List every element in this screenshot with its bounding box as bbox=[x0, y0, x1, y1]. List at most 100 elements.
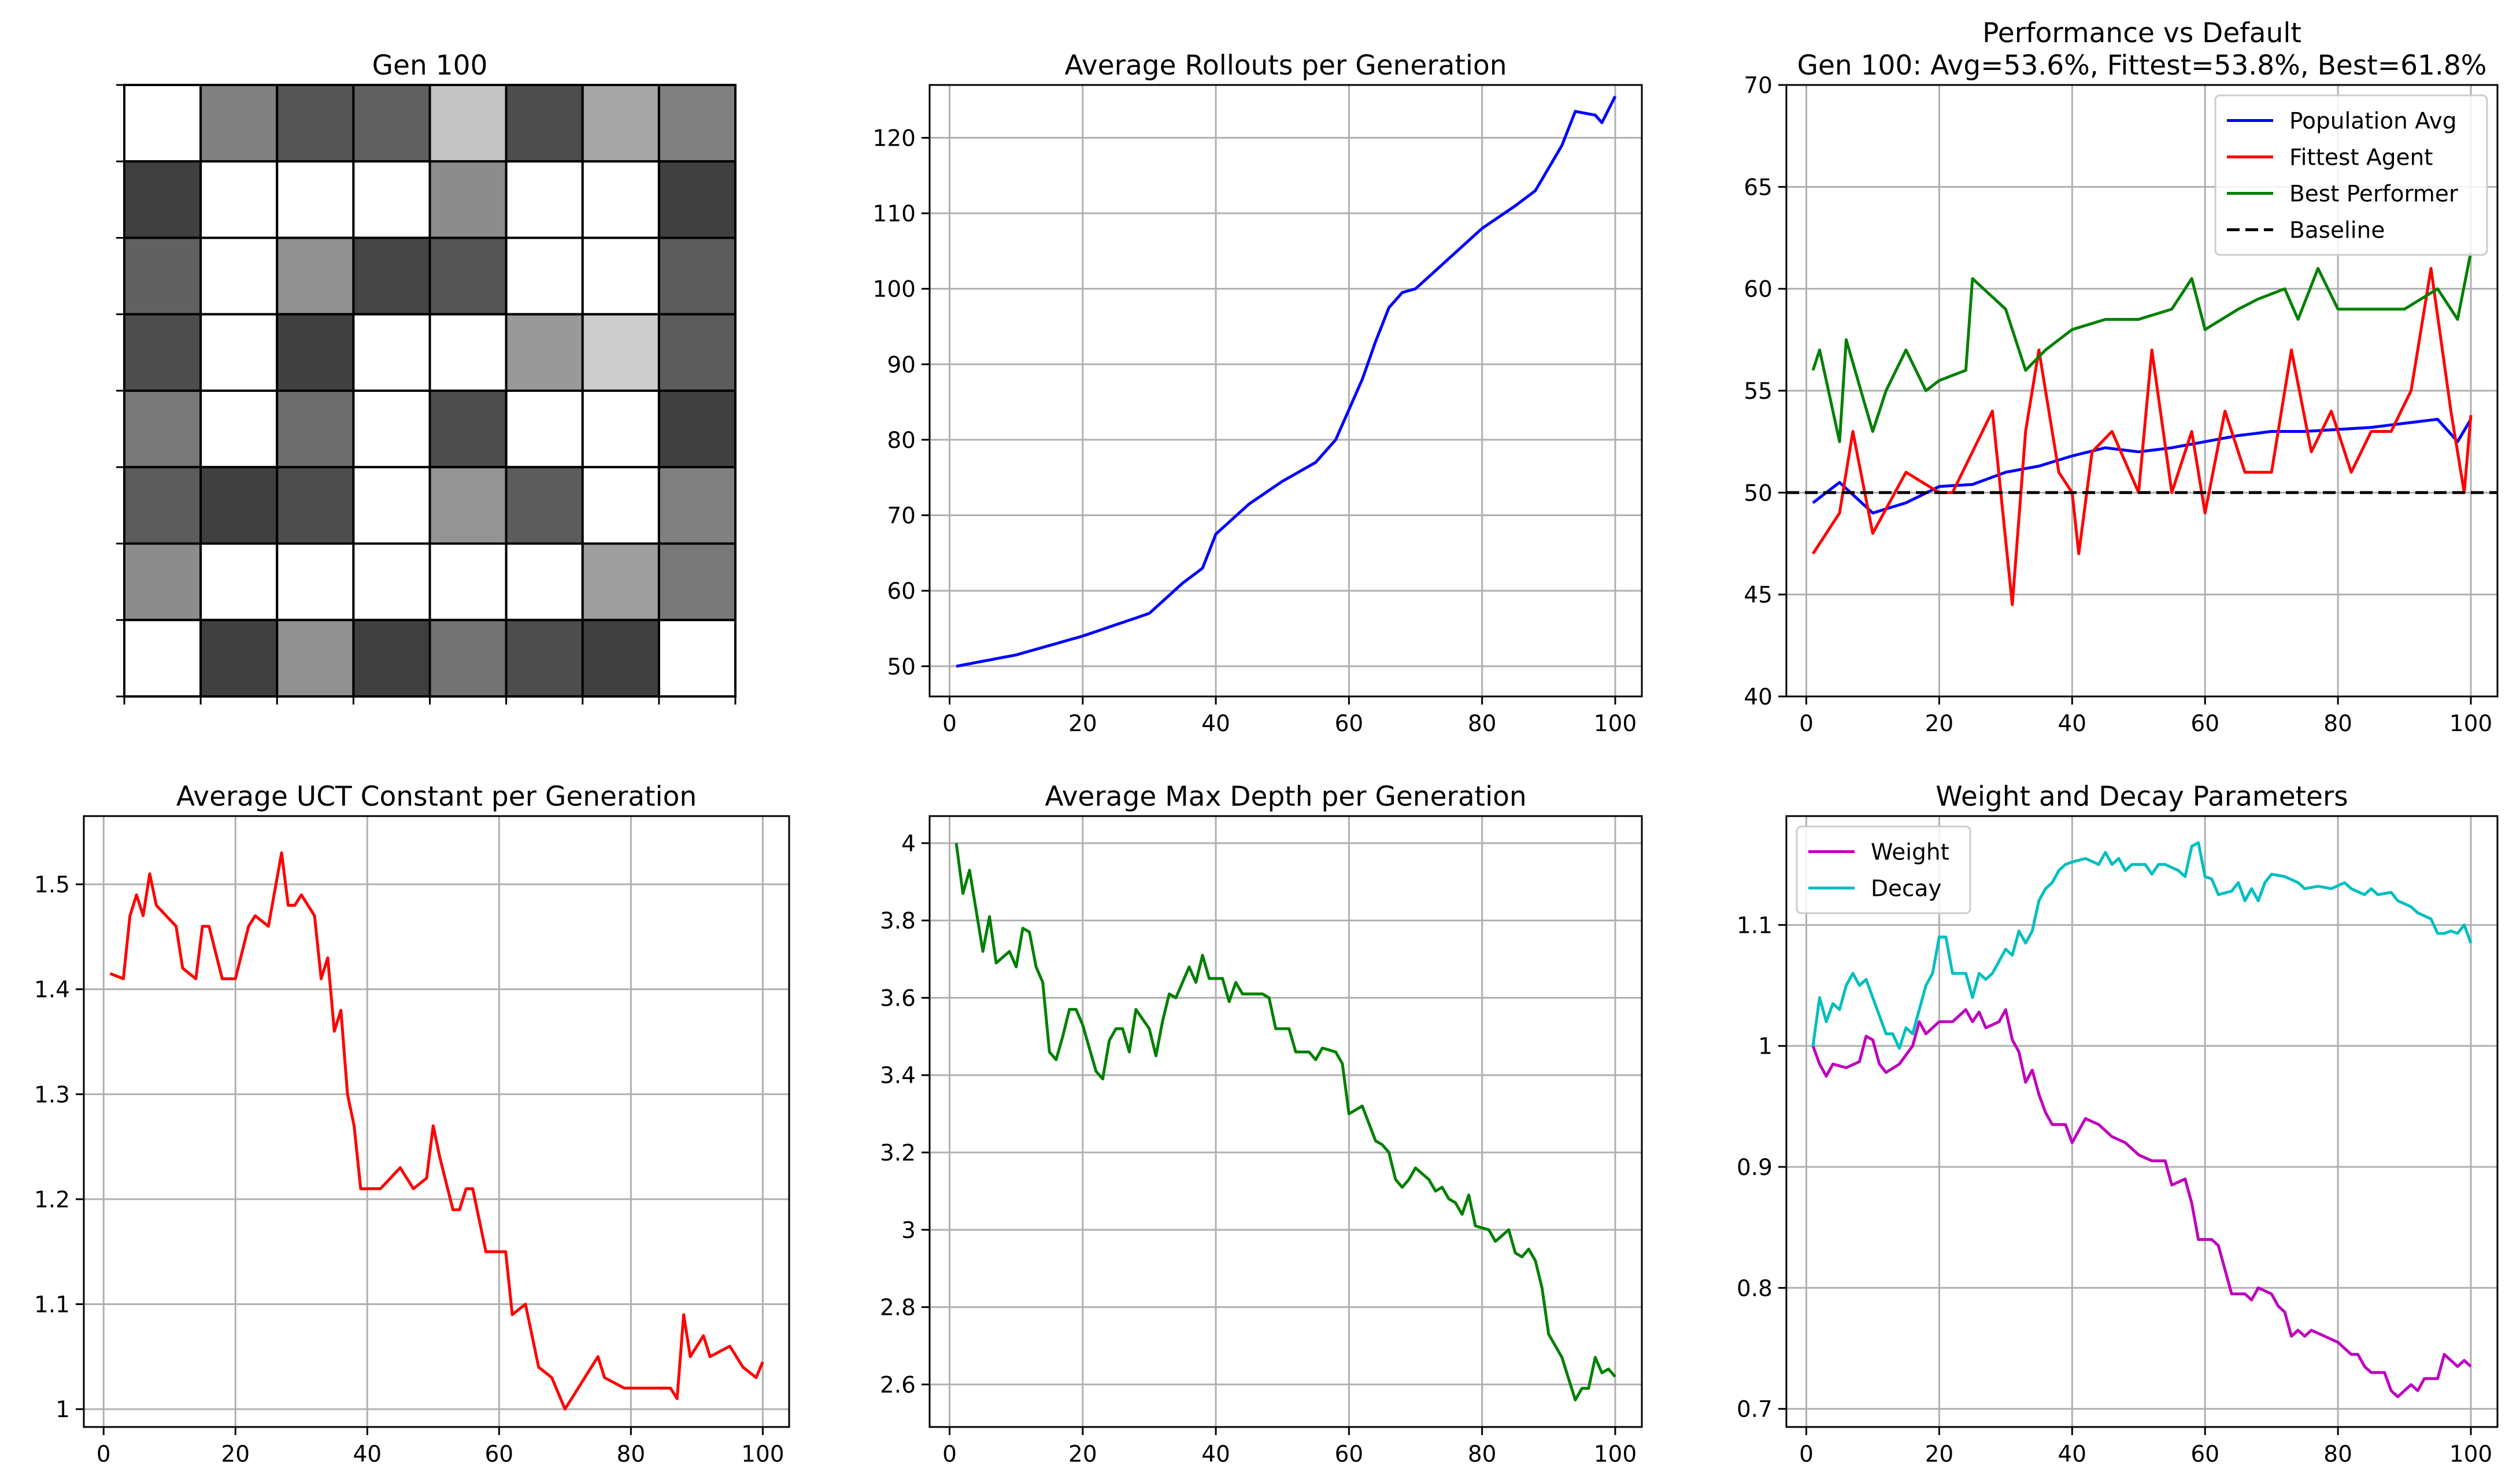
y-tick-label: 50 bbox=[1744, 480, 1772, 506]
heatmap-cell bbox=[581, 542, 660, 621]
line-chart-panel: 0 20 40 60 80 100 40 45 50 55 60 65 70 Population Avg… bbox=[1744, 73, 2499, 737]
y-tick-label: 1.1 bbox=[1737, 913, 1772, 939]
chart-title-line: Average Rollouts per Generation bbox=[1065, 50, 1507, 81]
heatmap-cell bbox=[428, 466, 508, 545]
heatmap-cell bbox=[199, 313, 279, 392]
x-tick-label: 100 bbox=[1594, 711, 1637, 737]
x-tick-label: 0 bbox=[97, 1441, 111, 1467]
legend: Weight Decay bbox=[1796, 825, 1971, 914]
x-tick-label: 0 bbox=[1799, 1441, 1814, 1467]
y-tick-label: 2.8 bbox=[880, 1295, 916, 1321]
y-tick-label: 50 bbox=[887, 654, 916, 680]
legend-label-fittest-agent: Fittest Agent bbox=[2289, 145, 2433, 171]
series-line-series-4 bbox=[954, 843, 1616, 1402]
x-tick-label: 60 bbox=[1335, 1441, 1364, 1467]
heatmap-cell bbox=[505, 466, 584, 545]
heatmap-cell bbox=[657, 160, 737, 239]
chart-title-line: Average Max Depth per Generation bbox=[1045, 781, 1526, 813]
heatmap-cell bbox=[657, 618, 737, 698]
heatmap-cell bbox=[123, 542, 202, 621]
heatmap-cell bbox=[276, 390, 355, 469]
heatmap-cell bbox=[352, 466, 431, 545]
y-tick-label: 1.3 bbox=[34, 1082, 70, 1108]
heatmap-cell bbox=[199, 160, 279, 239]
heatmap-cell bbox=[657, 542, 737, 621]
x-tick-label: 0 bbox=[1799, 711, 1814, 737]
plot-frame bbox=[83, 815, 790, 1428]
y-tick-label: 3.4 bbox=[880, 1063, 916, 1089]
chart-title: Gen 100 bbox=[372, 50, 488, 81]
x-tick-label: 0 bbox=[942, 711, 957, 737]
legend-label-decay: Decay bbox=[1871, 876, 1941, 902]
heatmap-cell bbox=[352, 618, 431, 698]
heatmap-cell bbox=[657, 84, 737, 163]
x-tick-label: 40 bbox=[2058, 711, 2086, 737]
series-line-decay bbox=[1811, 841, 2473, 1050]
chart-title: Weight and Decay Parameters bbox=[1936, 781, 2348, 813]
y-tick-label: 0.7 bbox=[1737, 1397, 1772, 1423]
series-line-series-3 bbox=[109, 851, 764, 1411]
heatmap-cell bbox=[352, 84, 431, 163]
heatmap-cell bbox=[199, 618, 279, 698]
y-tick-label: 1.1 bbox=[34, 1292, 70, 1318]
x-tick-label: 80 bbox=[2323, 711, 2352, 737]
heatmap-cell bbox=[581, 313, 660, 392]
y-tick-label: 1 bbox=[55, 1397, 70, 1423]
heatmap-cell bbox=[505, 84, 584, 163]
heatmap-cell bbox=[123, 390, 202, 469]
heatmap-cell bbox=[505, 618, 584, 698]
x-tick-label: 80 bbox=[1468, 1441, 1497, 1467]
y-tick-label: 3.6 bbox=[880, 985, 916, 1011]
x-tick-label: 100 bbox=[2449, 711, 2492, 737]
heatmap-cell bbox=[352, 160, 431, 239]
heatmap-cell bbox=[352, 236, 431, 316]
x-tick-label: 40 bbox=[353, 1441, 382, 1467]
heatmap-cell bbox=[581, 236, 660, 316]
y-tick-label: 4 bbox=[901, 831, 916, 857]
line-chart-panel: 0 20 40 60 80 100 0.7 0.8 0.9 1 1.1 Weight Decay bbox=[1737, 815, 2499, 1467]
plot-frame bbox=[928, 84, 1643, 698]
heatmap-panel bbox=[116, 84, 737, 705]
heatmap-cell bbox=[581, 618, 660, 698]
legend-box bbox=[2214, 94, 2488, 256]
heatmap-cell bbox=[199, 542, 279, 621]
legend-label-population-avg: Population Avg bbox=[2289, 109, 2457, 135]
chart-title-line: Gen 100 bbox=[372, 50, 488, 81]
x-tick-label: 20 bbox=[1925, 711, 1954, 737]
chart-title-line: Average UCT Constant per Generation bbox=[176, 781, 697, 813]
y-tick-label: 70 bbox=[887, 503, 916, 529]
y-tick-label: 0.8 bbox=[1737, 1276, 1772, 1302]
heatmap-cell bbox=[199, 84, 279, 163]
heatmap-cell bbox=[352, 313, 431, 392]
heatmap-cell bbox=[581, 84, 660, 163]
chart-title-line: Gen 100: Avg=53.6%, Fittest=53.8%, Best=… bbox=[1797, 50, 2487, 81]
y-tick-label: 40 bbox=[1744, 684, 1772, 710]
chart-title-line: Weight and Decay Parameters bbox=[1936, 781, 2348, 813]
y-tick-label: 45 bbox=[1744, 583, 1772, 609]
heatmap-cell bbox=[123, 236, 202, 316]
heatmap-cell bbox=[581, 466, 660, 545]
y-tick-label: 90 bbox=[887, 352, 916, 378]
y-tick-label: 110 bbox=[873, 201, 916, 227]
plot-frame bbox=[928, 815, 1643, 1428]
heatmap-cell bbox=[581, 390, 660, 469]
heatmap-cell bbox=[581, 160, 660, 239]
legend-label-best-performer: Best Performer bbox=[2289, 181, 2459, 207]
y-tick-label: 80 bbox=[887, 428, 916, 454]
series-line-fittest-agent bbox=[1811, 266, 2473, 606]
heatmap-cell bbox=[199, 236, 279, 316]
x-tick-label: 80 bbox=[2323, 1441, 2352, 1467]
chart-title-line: Performance vs Default bbox=[1982, 17, 2301, 49]
y-tick-label: 60 bbox=[1744, 277, 1772, 303]
heatmap-cell bbox=[199, 390, 279, 469]
y-tick-label: 65 bbox=[1744, 175, 1772, 201]
x-tick-label: 20 bbox=[1068, 711, 1097, 737]
heatmap-cell bbox=[657, 236, 737, 316]
y-tick-label: 3.8 bbox=[880, 909, 916, 935]
heatmap-cell bbox=[276, 618, 355, 698]
x-tick-label: 40 bbox=[2058, 1441, 2086, 1467]
heatmap-cell bbox=[428, 390, 508, 469]
chart-title: Average Max Depth per Generation bbox=[1045, 781, 1526, 813]
legend-label-weight: Weight bbox=[1871, 840, 1949, 866]
